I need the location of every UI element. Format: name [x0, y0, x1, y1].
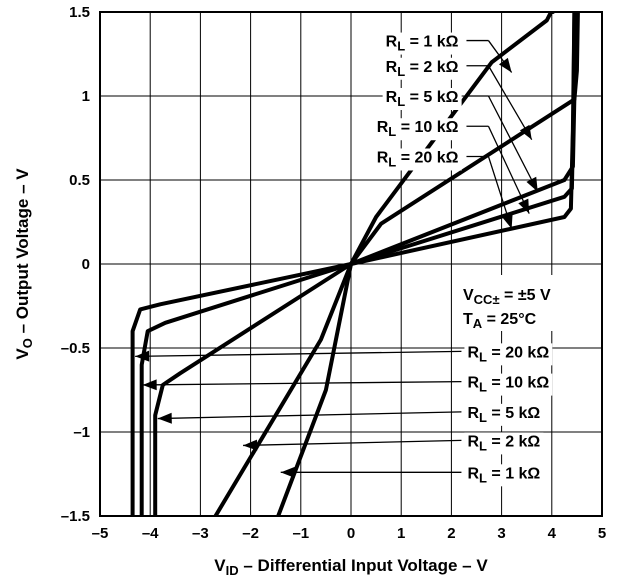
conditions-box: VCC± = ±5 V TA = 25°C	[458, 275, 596, 331]
series-label-bg	[464, 464, 544, 487]
temperature-label: TA = 25°C	[463, 311, 537, 331]
arrowhead	[526, 176, 538, 192]
series-label-bg	[382, 88, 462, 110]
y-tick-label: 1	[82, 88, 90, 105]
arrowhead	[157, 412, 172, 424]
leader-line	[487, 125, 530, 214]
series-label: RL = 10 kΩ	[467, 375, 549, 395]
series-line-5	[130, 12, 577, 516]
x-tick-label: 1	[397, 525, 405, 542]
series-label-bg	[464, 432, 544, 455]
series-label-bg	[464, 343, 553, 366]
supply-voltage-label: VCC± = ±5 V	[463, 287, 551, 307]
series-label: RL = 2 kΩ	[386, 59, 459, 79]
series-label-bg	[382, 32, 462, 55]
y-tick-label: –1	[73, 424, 90, 441]
y-tick-label: –1.5	[61, 508, 90, 525]
series-label-bg	[373, 148, 462, 171]
arrowhead	[518, 198, 530, 214]
arrowhead	[502, 213, 513, 229]
y-tick-label: 1.5	[69, 4, 90, 21]
leader-line	[142, 380, 462, 386]
series-line-2	[213, 12, 580, 516]
leader-line	[135, 350, 462, 358]
y-tick-label: 0.5	[69, 172, 90, 189]
x-tick-label: –3	[192, 525, 209, 542]
series-label: RL = 20 kΩ	[377, 149, 459, 169]
plot-frame	[99, 11, 603, 517]
arrowhead	[519, 124, 532, 140]
series-label-bg	[464, 403, 544, 426]
x-tick-label: 5	[598, 525, 606, 542]
tick-labels: –5 –4 –3 –2 –1 0 1 2 3 4 5 1.5 1 0.5 0 –0.5 –1 –1.5	[61, 4, 606, 542]
x-tick-label: 0	[347, 525, 355, 542]
leader-line	[487, 95, 539, 193]
curves	[130, 12, 580, 516]
x-tick-label: –2	[242, 525, 259, 542]
arrowhead	[243, 439, 258, 451]
series-label-bg	[373, 118, 462, 141]
series-label: RL = 1 kΩ	[386, 34, 459, 54]
series-label: RL = 10 kΩ	[377, 119, 459, 139]
leader-line	[243, 439, 462, 447]
arrowhead	[280, 466, 295, 478]
leader-line	[157, 411, 462, 420]
arrowhead	[498, 57, 512, 73]
y-tick-label: –0.5	[61, 340, 90, 357]
series-label-bg	[464, 373, 553, 396]
label-leaders	[135, 39, 539, 478]
series-label-bg	[382, 57, 462, 80]
y-axis-label: VO – Output Voltage – V	[13, 168, 35, 360]
y-tick-label: 0	[82, 256, 90, 273]
series-label: RL = 5 kΩ	[467, 405, 540, 425]
leader-line	[487, 65, 533, 141]
x-axis-label: VID – Differential Input Voltage – V	[214, 556, 488, 578]
x-tick-label: –1	[292, 525, 309, 542]
grid	[99, 11, 603, 517]
x-tick-label: 3	[497, 525, 505, 542]
series-label: RL = 20 kΩ	[467, 344, 549, 364]
arrowhead	[135, 350, 150, 362]
series-label: RL = 5 kΩ	[386, 89, 459, 109]
x-tick-label: 2	[447, 525, 455, 542]
series-labels: RL = 1 kΩ RL = 2 kΩ RL = 5 kΩ RL = 10 kΩ RL …	[373, 32, 553, 487]
series-label: RL = 2 kΩ	[467, 433, 540, 453]
x-tick-label: –5	[92, 525, 109, 542]
series-label: RL = 1 kΩ	[467, 465, 540, 485]
x-tick-label: 4	[548, 525, 557, 542]
arrowhead	[142, 379, 157, 391]
x-tick-label: –4	[142, 525, 159, 542]
